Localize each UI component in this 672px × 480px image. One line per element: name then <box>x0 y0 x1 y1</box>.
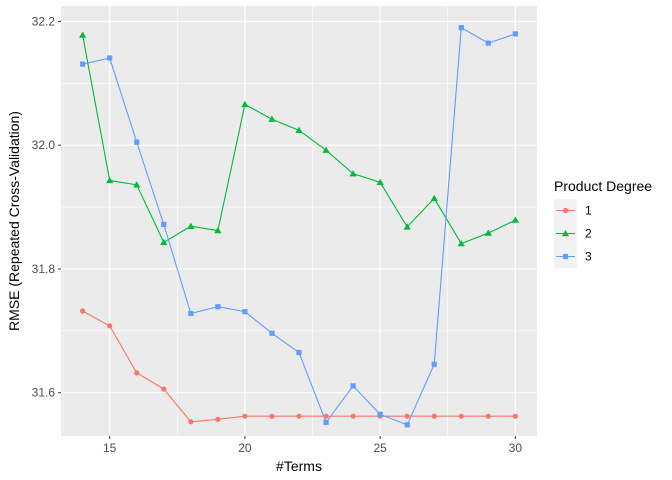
data-point-series-3 <box>161 221 167 228</box>
data-point-series-2 <box>349 170 357 177</box>
data-point-series-3 <box>134 139 140 145</box>
x-tick-label: 30 <box>509 441 523 455</box>
x-tick-label: 25 <box>373 441 387 455</box>
data-point-series-2 <box>133 181 141 188</box>
y-axis-title: RMSE (Repeated Cross-Validation) <box>6 111 22 331</box>
data-point-series-1 <box>134 370 140 376</box>
data-point-series-2 <box>268 115 276 122</box>
data-point-series-2 <box>295 126 303 134</box>
data-point-series-3 <box>215 304 221 310</box>
data-point-series-1 <box>161 386 167 392</box>
data-point-series-3 <box>323 419 329 425</box>
data-point-series-3 <box>512 31 518 37</box>
legend-label-1: 1 <box>585 204 592 218</box>
data-point-series-2 <box>241 100 249 108</box>
data-point-series-2 <box>376 178 384 186</box>
data-point-series-3 <box>188 310 194 317</box>
y-tick-label: 31.6 <box>32 386 56 400</box>
legend-key-marker <box>562 207 569 214</box>
data-point-series-2 <box>511 216 519 223</box>
legend-label-3: 3 <box>585 250 592 264</box>
data-point-series-2 <box>322 146 330 153</box>
axis-ticks <box>58 20 516 439</box>
data-point-series-2 <box>106 176 114 184</box>
legend-key-1 <box>554 199 577 222</box>
x-axis-title: #Terms <box>276 458 322 474</box>
series-points <box>79 25 519 428</box>
x-tick-label: 15 <box>103 441 117 455</box>
data-point-series-3 <box>485 40 491 46</box>
data-point-series-1 <box>512 413 518 419</box>
data-point-series-1 <box>188 419 194 425</box>
data-point-series-1 <box>431 413 437 419</box>
data-point-series-1 <box>296 413 302 419</box>
legend-label-2: 2 <box>585 227 592 241</box>
data-point-series-3 <box>242 309 248 315</box>
y-tick-label: 32.0 <box>32 138 56 152</box>
data-point-series-1 <box>323 413 329 419</box>
legend-key-marker <box>562 253 569 260</box>
legend-items: 1 2 3 <box>554 199 592 268</box>
data-point-series-2 <box>484 229 492 236</box>
data-point-series-1 <box>242 413 248 419</box>
data-point-series-2 <box>187 222 195 229</box>
data-point-series-3 <box>377 411 383 417</box>
data-point-series-3 <box>404 422 410 428</box>
data-point-series-2 <box>214 226 222 234</box>
data-point-series-2 <box>403 223 411 230</box>
data-point-series-2 <box>457 239 465 247</box>
data-point-series-3 <box>350 383 356 389</box>
data-point-series-2 <box>160 238 168 246</box>
y-tick-label: 32.2 <box>32 14 56 28</box>
data-point-series-1 <box>458 413 464 419</box>
legend-key-2 <box>554 222 577 245</box>
data-point-series-1 <box>107 323 113 329</box>
data-point-series-2 <box>430 194 438 202</box>
legend: Product Degree 1 2 3 <box>554 178 652 268</box>
data-point-series-3 <box>269 330 275 336</box>
legend-key-marker <box>561 229 570 237</box>
data-point-series-3 <box>458 25 464 31</box>
data-point-series-3 <box>107 55 113 61</box>
data-point-series-1 <box>80 308 86 314</box>
x-tick-labels: 15 20 25 30 <box>103 441 522 455</box>
data-point-series-1 <box>404 413 410 419</box>
major-gridlines <box>61 6 537 436</box>
data-point-series-3 <box>431 361 437 367</box>
panel-background <box>61 6 537 436</box>
data-point-series-1 <box>215 416 221 422</box>
y-tick-labels: 31.6 31.8 32.0 32.2 <box>32 14 56 399</box>
y-tick-label: 31.8 <box>32 262 56 276</box>
x-tick-label: 20 <box>238 441 252 455</box>
data-point-series-3 <box>296 349 302 356</box>
legend-key-3 <box>554 245 577 268</box>
data-point-series-1 <box>485 413 491 419</box>
legend-title: Product Degree <box>554 178 652 194</box>
data-point-series-3 <box>80 61 86 67</box>
data-point-series-1 <box>350 413 356 419</box>
data-point-series-1 <box>269 413 275 419</box>
data-point-series-2 <box>79 31 87 38</box>
